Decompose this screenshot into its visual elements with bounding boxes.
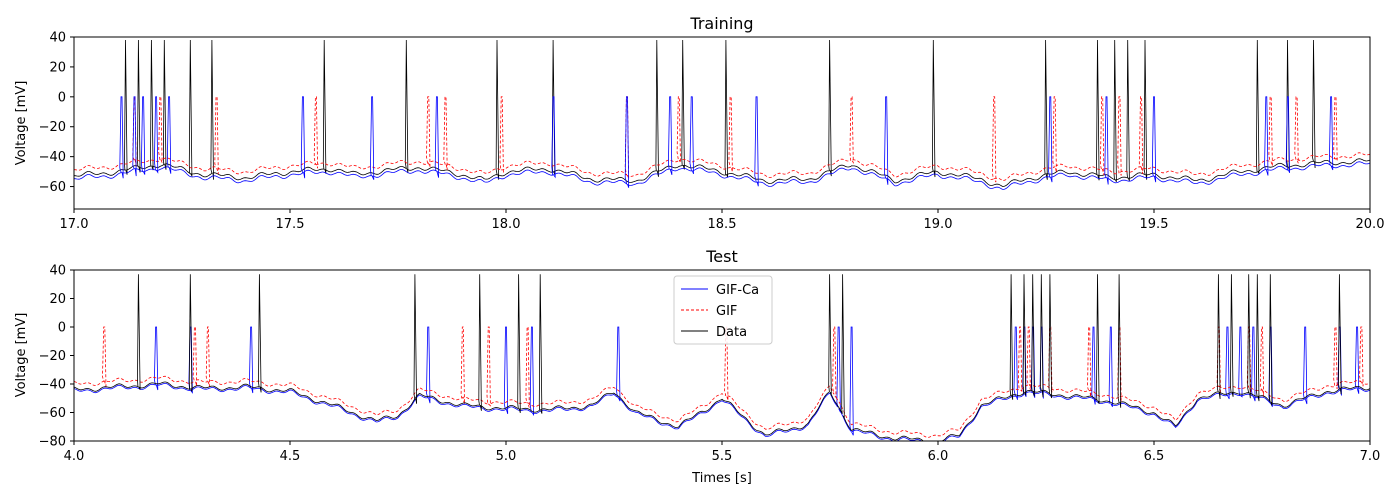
training-ylabel: Voltage [mV] <box>14 81 29 166</box>
training-xtick-label: 17.5 <box>276 217 305 232</box>
training-plot-frame <box>73 36 1371 210</box>
training-panel: Training Voltage [mV] 17.0 17.5 18.0 18.5 19… <box>14 14 1384 232</box>
test-ytick-label: −80 <box>39 435 66 450</box>
test-xtick-label: 4.0 <box>64 449 85 464</box>
training-xtick-label: 18.5 <box>708 217 737 232</box>
test-xlabel: Times [s] <box>691 471 752 486</box>
training-xtick-label: 20.0 <box>1356 217 1385 232</box>
test-ylabel: Voltage [mV] <box>14 313 29 398</box>
test-ticks: 4.0 4.5 5.0 5.5 6.0 6.5 7.0 −80 −60 −40 −20 0 20 40 <box>39 264 1381 465</box>
test-ytick-label: 40 <box>49 264 66 279</box>
legend-label-gif-ca: GIF-Ca <box>716 283 759 298</box>
training-title: Training <box>689 14 753 33</box>
test-xtick-label: 5.0 <box>496 449 517 464</box>
training-trace-gif-ca <box>74 96 1370 190</box>
test-ytick-label: 20 <box>49 292 66 307</box>
training-ytick-label: 20 <box>49 60 66 75</box>
test-panel: Test Voltage [mV] Times [s] 4.0 4.5 5.0 5.5… <box>14 247 1380 486</box>
training-trace-gif <box>74 96 1370 183</box>
training-ytick-label: −40 <box>39 150 66 165</box>
test-xtick-label: 5.5 <box>712 449 733 464</box>
training-xtick-label: 17.0 <box>60 217 89 232</box>
test-xtick-label: 6.5 <box>1144 449 1165 464</box>
training-ticks: 17.0 17.5 18.0 18.5 19.0 19.5 20.0 −60 −40 −20 0 20… <box>39 31 1385 233</box>
legend-label-gif: GIF <box>716 304 737 319</box>
test-trace-gif <box>74 326 1370 438</box>
training-ytick-label: 0 <box>58 90 66 105</box>
legend-label-data: Data <box>716 325 747 340</box>
test-plot-frame <box>73 269 1371 442</box>
test-trace-data <box>74 274 1370 441</box>
test-xtick-label: 6.0 <box>928 449 949 464</box>
training-xtick-label: 19.5 <box>1140 217 1169 232</box>
test-ytick-label: 0 <box>58 321 66 336</box>
test-title: Test <box>705 247 738 266</box>
test-ytick-label: −40 <box>39 378 66 393</box>
test-ytick-label: −20 <box>39 349 66 364</box>
test-trace-gif-ca <box>74 326 1370 441</box>
training-ytick-label: 40 <box>49 31 66 46</box>
training-xtick-label: 19.0 <box>924 217 953 232</box>
test-traces <box>74 274 1370 441</box>
training-trace-data <box>74 39 1370 187</box>
training-ytick-label: −60 <box>39 180 66 195</box>
legend: GIF-Ca GIF Data <box>673 275 773 345</box>
training-ytick-label: −20 <box>39 120 66 135</box>
training-traces <box>74 39 1370 190</box>
training-xtick-label: 18.0 <box>492 217 521 232</box>
legend-box <box>673 275 773 345</box>
test-xtick-label: 7.0 <box>1360 449 1381 464</box>
test-xtick-label: 4.5 <box>280 449 301 464</box>
test-ytick-label: −60 <box>39 406 66 421</box>
